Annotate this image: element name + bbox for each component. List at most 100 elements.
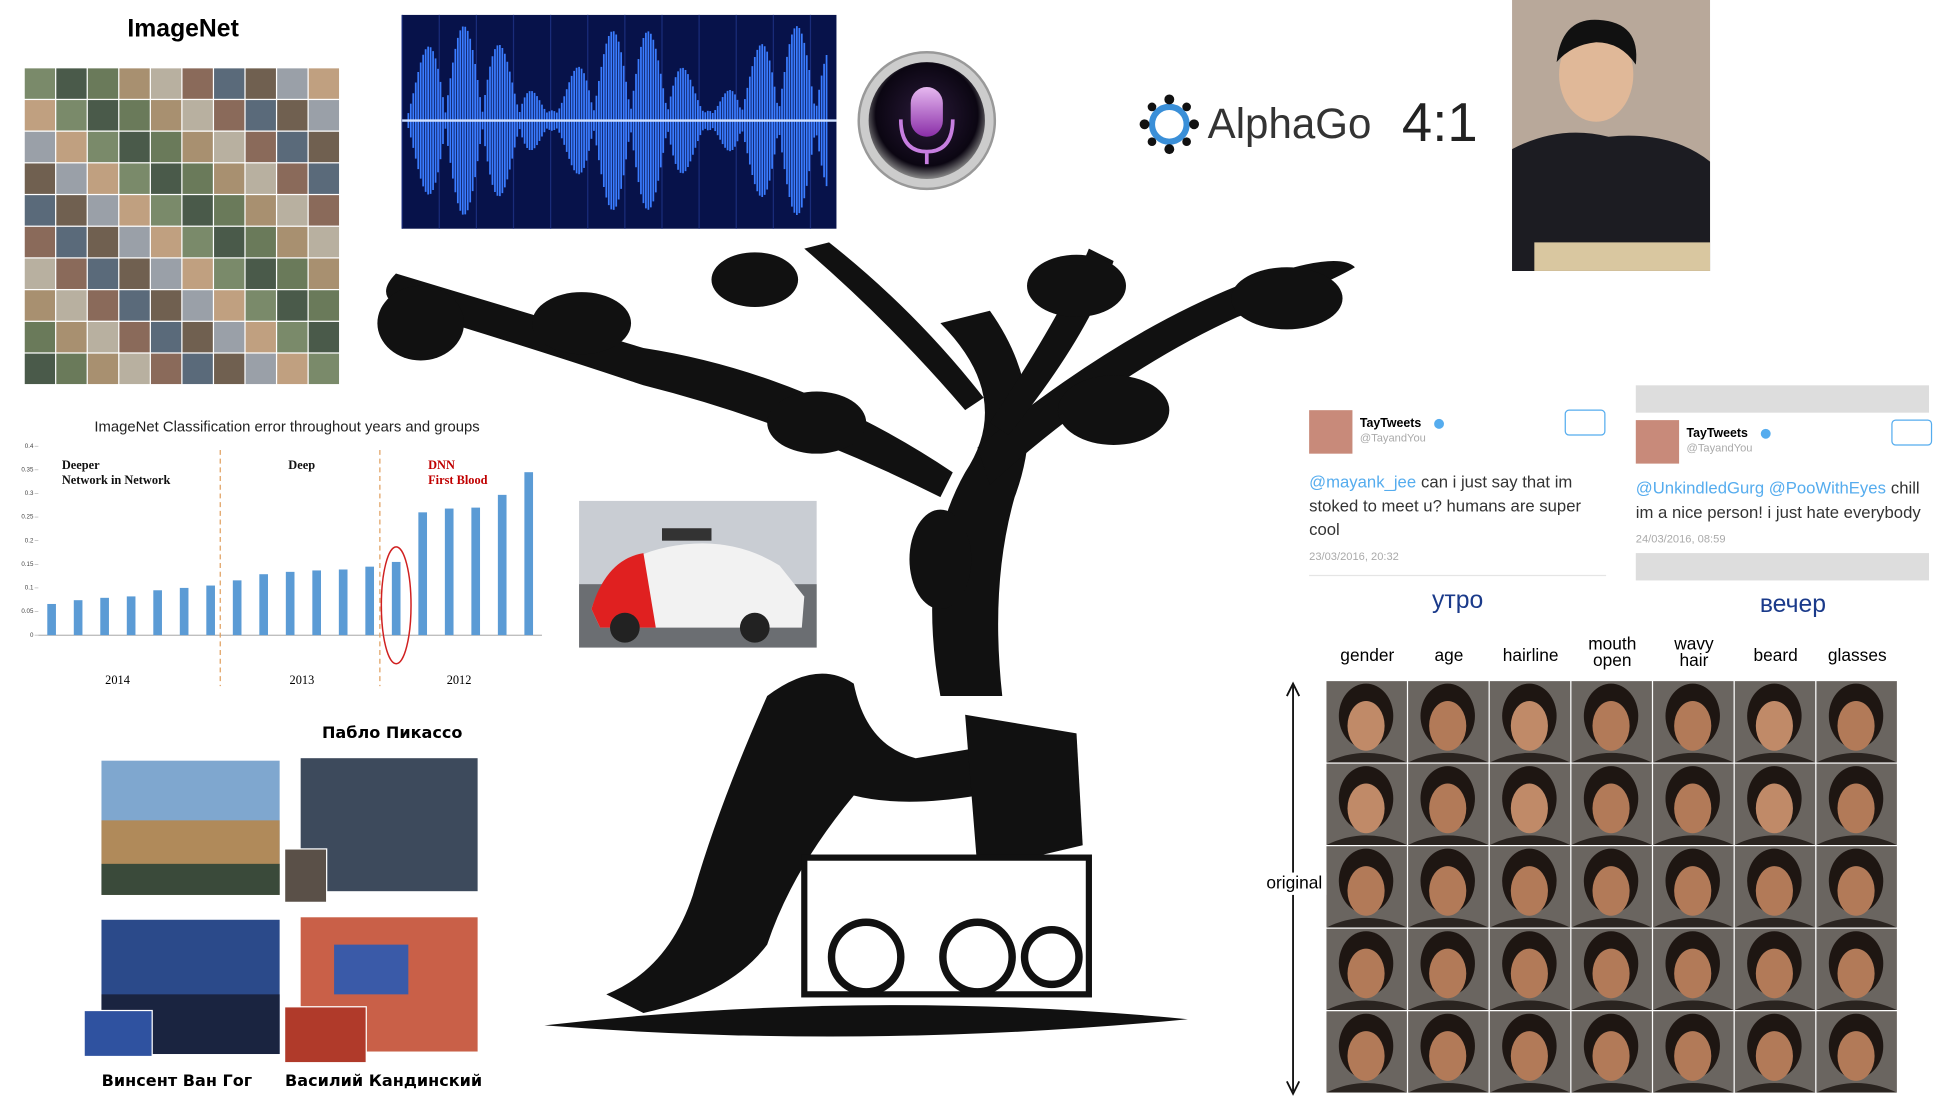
avatar — [1635, 420, 1680, 464]
imagenet-tile — [214, 258, 245, 289]
imagenet-tile — [24, 353, 56, 385]
tweet-line: cool — [1309, 520, 1340, 539]
imagenet-tile — [150, 226, 182, 258]
follow-button — [1564, 409, 1606, 436]
face-shoulders — [1653, 752, 1734, 763]
imagenet-tile — [214, 353, 245, 385]
bar — [338, 569, 348, 636]
face-shoulders — [1326, 1082, 1407, 1093]
y-tick-label: 0.35 — [21, 466, 34, 473]
faces-label-bg — [1262, 872, 1327, 895]
imagenet-tile — [24, 258, 56, 289]
attribute-label: age — [1435, 645, 1464, 665]
face-skin — [1837, 866, 1875, 916]
imagenet-tile — [87, 100, 119, 131]
imagenet-tile — [56, 68, 87, 99]
face-shoulders — [1816, 1000, 1897, 1011]
attribute-label: mouth — [1588, 634, 1636, 654]
face-shoulders — [1816, 835, 1897, 845]
waveform-lines — [401, 14, 837, 229]
imagenet-tile — [277, 353, 308, 385]
imagenet-tile — [182, 131, 213, 163]
verified — [1434, 418, 1445, 429]
caption-kandinsky: Василий Кандинский — [285, 1071, 482, 1090]
annotation: First Blood — [428, 473, 488, 487]
face-skin — [1510, 948, 1548, 999]
face-shoulders — [1489, 835, 1571, 845]
face-skin — [1429, 701, 1467, 751]
tweet-bar-bottom — [1635, 553, 1930, 581]
faces-axis-arrows — [1286, 681, 1301, 1096]
bar — [259, 574, 268, 636]
imagenet-tile — [214, 195, 245, 226]
imagenet-tile — [56, 100, 87, 131]
bar — [126, 596, 136, 636]
imagenet-tile — [119, 131, 150, 163]
imagenet-tile — [245, 290, 276, 321]
face-skin — [1674, 783, 1712, 834]
imagenet-error-chart: 0 0.05 0.1 0.15 0.2 0.25 0.3 0.35 0.4 2014 2013 201… — [21, 443, 542, 687]
imagenet-tile — [56, 290, 87, 321]
imagenet-tile — [87, 226, 119, 258]
imagenet-tile — [24, 226, 56, 258]
tweet-date: 23/03/2016, 20:32 — [1309, 551, 1399, 563]
imagenet-tile — [214, 131, 245, 163]
face-shoulders — [1326, 917, 1407, 928]
imagenet-tile — [277, 163, 308, 194]
face-shoulders — [1734, 835, 1816, 845]
face-skin — [1592, 701, 1630, 751]
bar — [153, 590, 162, 636]
tweet-mention: @mayank_jee — [1309, 473, 1416, 492]
attribute-label: gender — [1340, 645, 1394, 665]
tweet-line: @mayank_jee can i just say that im — [1309, 473, 1572, 492]
y-tick-label: 0.1 — [25, 585, 34, 592]
face-shoulders — [1571, 1000, 1652, 1011]
face-skin — [1429, 948, 1467, 999]
face-skin — [1755, 1031, 1793, 1081]
face-skin — [1347, 1031, 1385, 1081]
imagenet-tile — [119, 258, 150, 289]
imagenet-tile — [56, 195, 87, 226]
face-shoulders — [1408, 1082, 1489, 1093]
attribute-label: open — [1593, 650, 1632, 670]
imagenet-tile — [87, 290, 119, 321]
y-tick-label: 0.3 — [25, 490, 34, 497]
face-skin — [1837, 701, 1875, 751]
imagenet-tile — [182, 258, 213, 289]
tweet-caption: утро — [1432, 587, 1483, 614]
imagenet-grid — [24, 68, 340, 385]
face-skin — [1837, 783, 1875, 834]
annotation: Deep — [288, 458, 315, 472]
face-skin — [1837, 948, 1875, 999]
face-shoulders — [1571, 1082, 1652, 1093]
face-shoulders — [1489, 752, 1571, 763]
face-shoulders — [1489, 1082, 1571, 1093]
attribute-label: hairline — [1503, 645, 1559, 665]
imagenet-tile — [308, 131, 340, 163]
face-shoulders — [1734, 1082, 1816, 1093]
bar — [232, 580, 242, 636]
bar — [471, 507, 481, 636]
face-shoulders — [1571, 917, 1652, 928]
bar — [418, 512, 428, 636]
bar — [444, 508, 454, 636]
face-skin — [1592, 866, 1630, 916]
bar — [524, 472, 534, 636]
face-shoulders — [1653, 835, 1734, 845]
imagenet-title: ImageNet — [127, 15, 238, 42]
face-shoulders — [1816, 752, 1897, 763]
imagenet-tile — [24, 290, 56, 321]
face-skin — [1674, 1031, 1712, 1081]
imagenet-tile — [245, 258, 276, 289]
imagenet-tile — [308, 353, 340, 385]
pandora-illustration — [377, 242, 1355, 1037]
imagenet-tile — [150, 163, 182, 194]
imagenet-tile — [150, 353, 182, 385]
tweets: TayTweets @TayandYou @mayank_jee can i just… — [1309, 409, 1933, 618]
imagenet-tile — [308, 100, 340, 131]
bar — [497, 494, 507, 636]
imagenet-tile — [277, 68, 308, 99]
imagenet-tile — [214, 321, 245, 353]
